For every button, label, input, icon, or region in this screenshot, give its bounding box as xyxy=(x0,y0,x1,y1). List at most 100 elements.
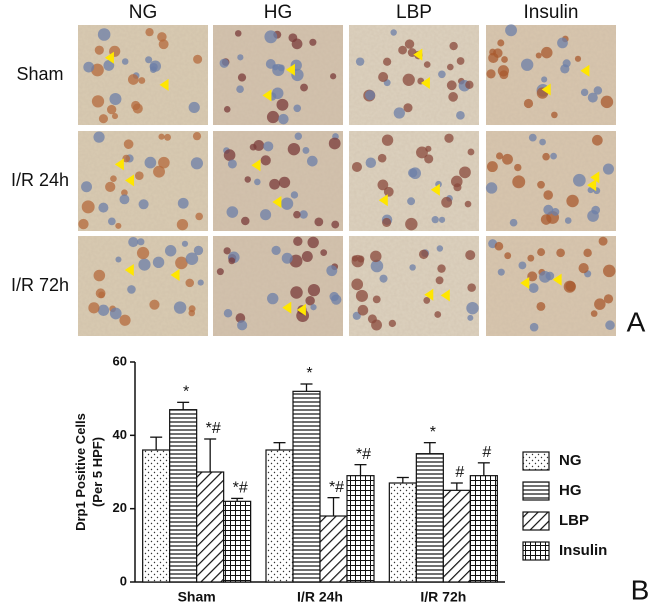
arrow-marker xyxy=(587,179,597,192)
bar-chart: 0 20 40 60 Drp1 Positive Cells (Per 5 HPF) Sha… xyxy=(73,353,649,605)
cell xyxy=(137,238,145,246)
bar xyxy=(469,475,498,583)
cell xyxy=(416,146,428,159)
cell xyxy=(383,57,392,66)
cell xyxy=(185,278,195,288)
cell xyxy=(216,268,224,276)
arrow-marker xyxy=(104,51,114,64)
cell xyxy=(537,248,546,257)
arrow-marker xyxy=(159,78,169,91)
y-tick-label: 40 xyxy=(113,427,127,442)
cell xyxy=(383,186,394,197)
cell xyxy=(501,56,508,63)
significance-label: * xyxy=(430,424,436,441)
arrow-marker xyxy=(590,171,600,184)
cell xyxy=(326,265,338,277)
arrow-marker xyxy=(430,183,440,196)
cell xyxy=(175,256,188,270)
cell xyxy=(81,200,95,214)
cell xyxy=(574,55,582,62)
cell xyxy=(127,74,139,85)
cell xyxy=(539,138,546,146)
cell xyxy=(351,254,364,268)
cell xyxy=(272,63,285,77)
y-tick-label: 20 xyxy=(113,500,127,515)
cell xyxy=(110,175,117,182)
cell xyxy=(355,289,369,302)
cell xyxy=(244,176,251,183)
cell xyxy=(405,217,418,231)
significance-label: * xyxy=(306,365,312,382)
cell xyxy=(351,278,364,291)
cell xyxy=(177,197,189,209)
cell xyxy=(357,304,369,316)
cell xyxy=(132,103,143,114)
cell xyxy=(134,171,144,180)
cell xyxy=(382,217,392,227)
error-bar xyxy=(273,442,286,450)
cell xyxy=(83,61,95,73)
cell xyxy=(377,179,389,191)
cell xyxy=(314,217,324,227)
cell xyxy=(309,38,317,46)
cell xyxy=(438,70,446,79)
cell xyxy=(541,76,548,83)
cell xyxy=(93,131,105,143)
bar xyxy=(265,449,294,583)
cell xyxy=(138,258,151,271)
cell xyxy=(504,252,512,260)
cell xyxy=(502,153,513,165)
legend-label: Insulin xyxy=(559,542,607,559)
cell xyxy=(111,113,119,120)
legend-swatch xyxy=(522,541,550,561)
cell xyxy=(138,77,146,84)
cell xyxy=(587,92,598,103)
cell xyxy=(122,154,131,163)
arrow-marker xyxy=(541,83,551,96)
arrow-marker xyxy=(282,301,292,314)
cell xyxy=(505,24,518,37)
cell xyxy=(290,191,299,199)
legend-label: NG xyxy=(559,452,582,469)
cell xyxy=(280,197,294,210)
cell xyxy=(103,60,115,71)
bar xyxy=(319,515,348,583)
cell xyxy=(228,257,236,265)
cell xyxy=(264,30,278,44)
cell xyxy=(583,248,592,258)
cell xyxy=(91,95,105,108)
cell xyxy=(185,252,199,266)
cell xyxy=(377,153,387,163)
cell xyxy=(444,133,454,143)
cell xyxy=(331,294,342,305)
cell xyxy=(523,98,534,109)
cell xyxy=(398,45,407,55)
cell xyxy=(97,28,111,41)
cell xyxy=(448,92,458,102)
cell xyxy=(266,110,280,124)
cell xyxy=(438,216,446,223)
cell xyxy=(164,245,177,257)
cell xyxy=(300,83,308,92)
cell xyxy=(109,92,122,106)
cell xyxy=(467,314,474,321)
cell xyxy=(241,216,250,226)
cell xyxy=(278,176,291,189)
cell xyxy=(545,271,555,281)
legend-label: LBP xyxy=(559,512,589,529)
cell xyxy=(195,212,203,221)
cell xyxy=(543,204,554,215)
cell xyxy=(466,301,479,315)
significance-label: *# xyxy=(206,420,221,437)
arrow-marker xyxy=(424,288,434,301)
row-label: I/R 24h xyxy=(11,170,69,190)
error-bar xyxy=(300,383,313,392)
error-bar xyxy=(450,482,463,491)
cell xyxy=(527,271,538,282)
cell xyxy=(370,250,382,263)
error-bar xyxy=(396,476,409,483)
cell xyxy=(486,69,496,79)
arrow-marker xyxy=(170,268,180,281)
cell xyxy=(173,301,187,314)
panel-label: B xyxy=(631,574,650,605)
